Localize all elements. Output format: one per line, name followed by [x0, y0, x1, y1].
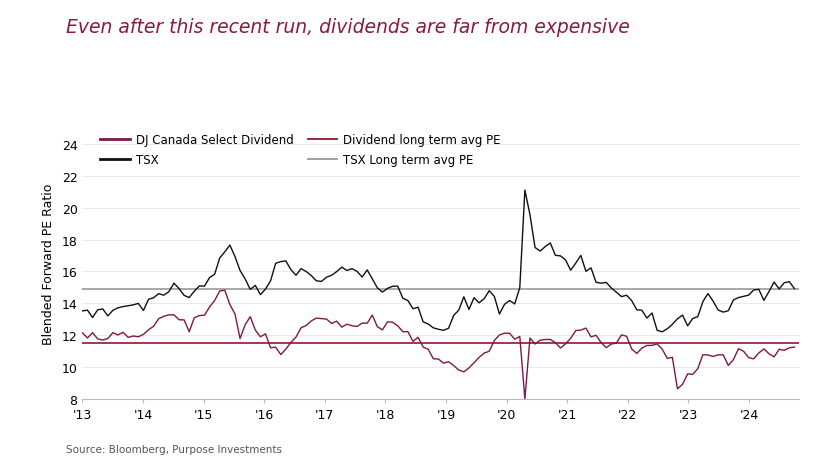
- Text: Source: Bloomberg, Purpose Investments: Source: Bloomberg, Purpose Investments: [66, 444, 282, 454]
- Text: Even after this recent run, dividends are far from expensive: Even after this recent run, dividends ar…: [66, 18, 630, 37]
- Y-axis label: Blended Forward PE Ratio: Blended Forward PE Ratio: [42, 184, 54, 344]
- Legend: DJ Canada Select Dividend, TSX, Dividend long term avg PE, TSX Long term avg PE: DJ Canada Select Dividend, TSX, Dividend…: [96, 129, 505, 171]
